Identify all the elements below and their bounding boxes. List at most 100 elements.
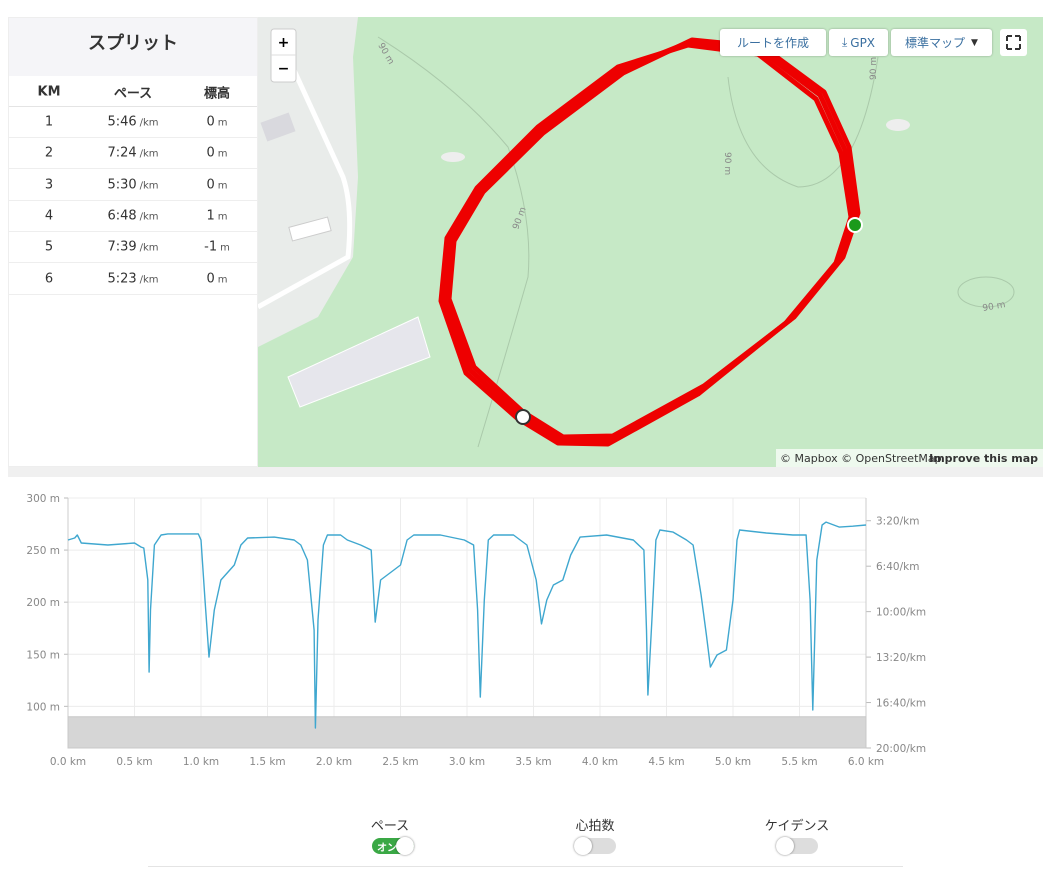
split-elevation-unit: m [220, 242, 230, 254]
zoom-out[interactable]: − [278, 61, 290, 77]
y2-tick-label: 13:20/km [876, 652, 926, 664]
toggle-label: 心拍数 [575, 819, 615, 834]
y-tick-label: 150 m [26, 649, 60, 661]
row-divider [9, 168, 257, 170]
button-label: GPX [850, 35, 876, 50]
split-elevation: -1 [204, 239, 218, 255]
split-km-cell: 2 [45, 146, 53, 161]
split-pace-cell: 5:23/km [107, 271, 158, 286]
splits-header [9, 18, 257, 76]
divider [148, 866, 903, 867]
feature [441, 152, 465, 162]
split-km: 1 [44, 114, 54, 130]
split-km: 2 [44, 145, 54, 161]
split-elevation: 1 [206, 208, 215, 224]
knob [574, 837, 592, 855]
y-tick-label: 250 m [26, 545, 60, 557]
building [288, 216, 332, 242]
button-label: ルートを作成 [736, 36, 809, 50]
header-elevation: 標高 [203, 86, 231, 102]
split-km: 6 [44, 271, 54, 286]
map-style-button[interactable]: 標準マップ ▼ [891, 29, 992, 56]
split-elevation-unit: m [217, 117, 228, 129]
split-km-cell: 3 [45, 177, 53, 192]
split-pace: 5:30 [107, 177, 137, 193]
split-pace: 7:39 [107, 239, 137, 255]
x-tick-label: 1.0 km [183, 756, 219, 768]
split-pace-unit: /km [139, 211, 159, 223]
split-elevation-cell: -1 m [204, 240, 230, 255]
knob [776, 837, 794, 855]
x-tick-label: 4.0 km [582, 756, 618, 768]
contour-label: 90 m [722, 152, 732, 175]
y-tick-label: 100 m [26, 701, 60, 713]
row-divider [9, 137, 257, 138]
split-pace-cell: 5:46/km [107, 115, 158, 130]
split-pace-cell: 5:30/km [107, 177, 158, 192]
pace-toggle[interactable]: オン [372, 837, 414, 855]
row-divider [9, 262, 257, 264]
field [287, 316, 431, 408]
y2-tick-label: 20:00/km [876, 743, 926, 755]
pace-line [67, 521, 867, 729]
toggle-label: ペース [370, 819, 410, 834]
feature [886, 119, 910, 131]
split-km-cell: 1 [45, 115, 53, 130]
chart: 0.0 km 0.5 km 1.0 km 1.5 km 2.0 km 2.5 km 3.0 … [26, 493, 926, 768]
x-tick-label: 4.5 km [648, 756, 684, 768]
divider [9, 106, 257, 107]
building [260, 112, 296, 142]
header-km: KM [37, 84, 61, 100]
split-elevation-unit: m [217, 180, 228, 192]
split-elevation-unit: m [217, 148, 228, 160]
row-divider [9, 199, 257, 201]
create-route-button[interactable]: ルートを作成 [720, 29, 826, 56]
y2-tick-label: 16:40/km [876, 698, 926, 710]
map-bg [258, 17, 1043, 467]
cadence-toggle[interactable] [776, 837, 818, 855]
heart-rate-toggle[interactable] [574, 837, 616, 855]
split-pace-unit: /km [139, 242, 159, 254]
contour-label: 90 m [982, 300, 1006, 314]
resize-bar[interactable] [8, 467, 1043, 477]
x-tick-label: 5.0 km [715, 756, 751, 768]
fullscreen-icon [1006, 35, 1021, 50]
split-elevation-unit: m [217, 274, 228, 285]
split-pace: 6:48 [107, 208, 137, 224]
x-tick-label: 3.5 km [515, 756, 551, 768]
elevation-area [67, 716, 867, 749]
route [438, 37, 861, 447]
row-divider [9, 293, 257, 295]
gpx-button[interactable]: ⤓ GPX [829, 29, 888, 56]
zoom-in[interactable]: + [278, 35, 290, 51]
split-pace: 5:46 [107, 114, 137, 130]
start-marker [847, 217, 863, 233]
contour [957, 276, 1015, 308]
x-tick-label: 2.0 km [316, 756, 352, 768]
x-tick-label: 0.5 km [116, 756, 152, 768]
fullscreen-button[interactable] [1000, 29, 1027, 56]
split-elevation: 0 [206, 114, 215, 130]
contour [377, 36, 530, 448]
split-km-cell: 5 [45, 240, 53, 255]
x-tick-label: 3.0 km [449, 756, 485, 768]
split-pace-cell: 6:48/km [107, 208, 158, 223]
split-pace-unit: /km [139, 148, 159, 160]
split-pace-unit: /km [139, 180, 159, 192]
toggle-state: オン [377, 843, 397, 854]
splits-title: スプリット [88, 33, 178, 54]
improve-link[interactable]: Improve this map [929, 452, 1038, 465]
split-pace: 5:23 [107, 271, 137, 286]
caret: ▼ [971, 37, 978, 48]
map[interactable]: 90 m 90 m 90 m 90 m 90 m + − © Mapbox © … [258, 17, 1043, 467]
attribution: © Mapbox © OpenStreetMap [780, 452, 942, 465]
y2-tick-label: 10:00/km [876, 607, 926, 619]
split-km: 5 [44, 239, 54, 255]
y-tick-label: 300 m [26, 493, 60, 505]
split-pace-cell: 7:39/km [107, 240, 158, 255]
y2-tick-label: 3:20/km [876, 516, 919, 528]
split-km-cell: 6 [45, 271, 53, 286]
